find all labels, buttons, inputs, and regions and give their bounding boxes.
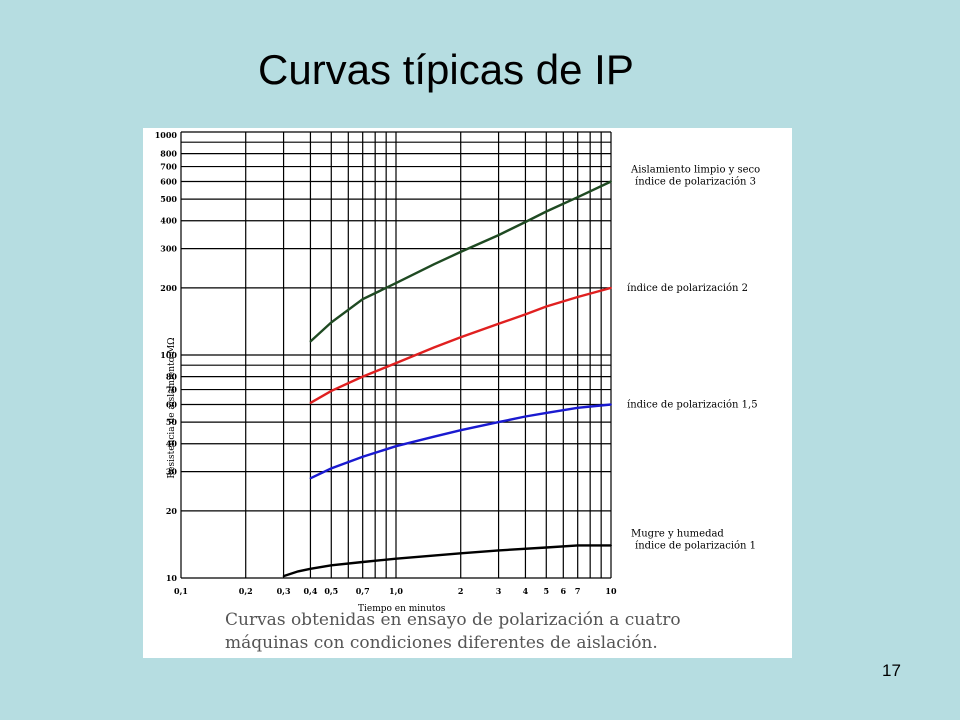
data-point-series-4 xyxy=(282,575,285,577)
data-point-series-2 xyxy=(610,286,612,289)
y-tick-label: 400 xyxy=(160,216,177,226)
data-point-series-4 xyxy=(361,561,364,563)
data-point-series-1 xyxy=(524,221,527,223)
data-point-series-4 xyxy=(610,544,612,547)
y-tick-label: 800 xyxy=(160,149,177,159)
y-tick-label: 70 xyxy=(166,385,178,395)
y-axis-label: Resistencia de aislamiento MΩ xyxy=(167,337,177,478)
data-point-series-3 xyxy=(497,421,500,424)
data-point-series-4 xyxy=(309,567,312,570)
data-point-series-4 xyxy=(545,546,548,549)
data-point-series-2 xyxy=(459,336,462,339)
legend-sublabel-series-4: índice de polarización 1 xyxy=(635,540,756,551)
y-tick-label: 10 xyxy=(166,573,178,583)
data-point-series-2 xyxy=(330,390,333,392)
data-point-series-2 xyxy=(545,305,548,308)
x-tick-label: 0,1 xyxy=(174,586,188,596)
legend-label-series-4: Mugre y humedad xyxy=(631,528,724,539)
data-point-series-1 xyxy=(459,250,462,253)
data-point-series-2 xyxy=(432,346,435,349)
x-tick-label: 0,5 xyxy=(324,586,338,596)
data-point-series-4 xyxy=(297,570,299,573)
y-tick-label: 600 xyxy=(160,176,177,186)
chart-panel: 10 20 30 40 50 60 70 80 100 200 300 400 500 600 700 800… xyxy=(143,128,792,658)
data-point-series-4 xyxy=(395,557,397,560)
y-tick-label: 80 xyxy=(166,372,178,382)
data-point-series-3 xyxy=(610,403,612,406)
data-point-series-2 xyxy=(395,362,397,364)
data-point-series-1 xyxy=(576,196,579,199)
data-point-series-1 xyxy=(545,210,548,213)
x-tick-label: 4 xyxy=(523,586,529,596)
caption-line-2: máquinas con condiciones diferentes de a… xyxy=(225,633,658,653)
x-tick-label: 0,4 xyxy=(303,586,317,596)
data-point-series-3 xyxy=(309,477,312,480)
x-tick-label: 2 xyxy=(458,586,464,596)
data-point-series-1 xyxy=(432,263,435,266)
data-point-series-2 xyxy=(497,322,500,325)
data-point-series-4 xyxy=(459,552,462,555)
y-tick-label: 1000 xyxy=(155,130,178,140)
slide-title: Curvas típicas de IP xyxy=(258,46,634,93)
y-tick-label: 700 xyxy=(160,162,177,172)
data-point-series-1 xyxy=(309,340,312,343)
x-tick-label: 3 xyxy=(496,586,502,596)
y-tick-label: 500 xyxy=(160,194,177,204)
data-point-series-2 xyxy=(524,313,527,316)
data-point-series-3 xyxy=(361,455,364,458)
y-tick-label: 40 xyxy=(166,439,178,449)
x-tick-label: 0,7 xyxy=(356,586,370,596)
legend-label-series-3: índice de polarización 1,5 xyxy=(627,399,758,410)
data-point-series-3 xyxy=(330,467,333,470)
data-point-series-1 xyxy=(361,298,364,301)
y-tick-label: 300 xyxy=(160,244,177,254)
x-tick-label: 0,3 xyxy=(277,586,291,596)
legend-label-series-1: Aislamiento limpio y seco xyxy=(630,164,760,175)
y-tick-label: 200 xyxy=(160,283,177,293)
y-tick-label: 60 xyxy=(166,399,178,409)
y-tick-label: 100 xyxy=(160,350,177,360)
data-point-series-1 xyxy=(497,234,500,236)
page-number: 17 xyxy=(882,661,901,680)
caption-line-1: Curvas obtenidas en ensayo de polarizaci… xyxy=(225,610,681,630)
data-point-series-3 xyxy=(395,445,397,448)
data-point-series-3 xyxy=(545,411,548,414)
data-point-series-4 xyxy=(576,544,579,547)
data-point-series-4 xyxy=(497,549,500,552)
polarization-chart: 10 20 30 40 50 60 70 80 100 200 300 400 500 600 700 800… xyxy=(143,128,792,658)
data-point-series-3 xyxy=(432,435,435,438)
data-point-series-2 xyxy=(361,375,364,378)
x-tick-label: 10 xyxy=(605,586,617,596)
x-tick-label: 1,0 xyxy=(389,586,403,596)
x-axis-label: Tiempo en minutos xyxy=(358,604,446,614)
legend-sublabel-series-1: índice de polarización 3 xyxy=(635,176,756,187)
data-point-series-1 xyxy=(395,282,397,285)
y-tick-label: 20 xyxy=(166,506,178,516)
data-point-series-2 xyxy=(309,401,312,404)
data-point-series-4 xyxy=(330,564,333,567)
x-tick-label: 5 xyxy=(543,586,549,596)
x-tick-label: 6 xyxy=(561,586,567,596)
data-point-series-3 xyxy=(459,429,462,432)
legend-label-series-2: índice de polarización 2 xyxy=(627,283,748,294)
data-point-series-1 xyxy=(330,321,333,324)
data-point-series-1 xyxy=(610,180,612,183)
y-tick-label: 50 xyxy=(166,417,178,427)
data-point-series-2 xyxy=(576,296,579,298)
x-tick-label: 7 xyxy=(575,586,581,596)
data-point-series-3 xyxy=(524,415,527,418)
y-tick-label: 30 xyxy=(166,467,178,477)
data-point-series-3 xyxy=(576,406,579,409)
x-tick-label: 0,2 xyxy=(239,586,253,596)
